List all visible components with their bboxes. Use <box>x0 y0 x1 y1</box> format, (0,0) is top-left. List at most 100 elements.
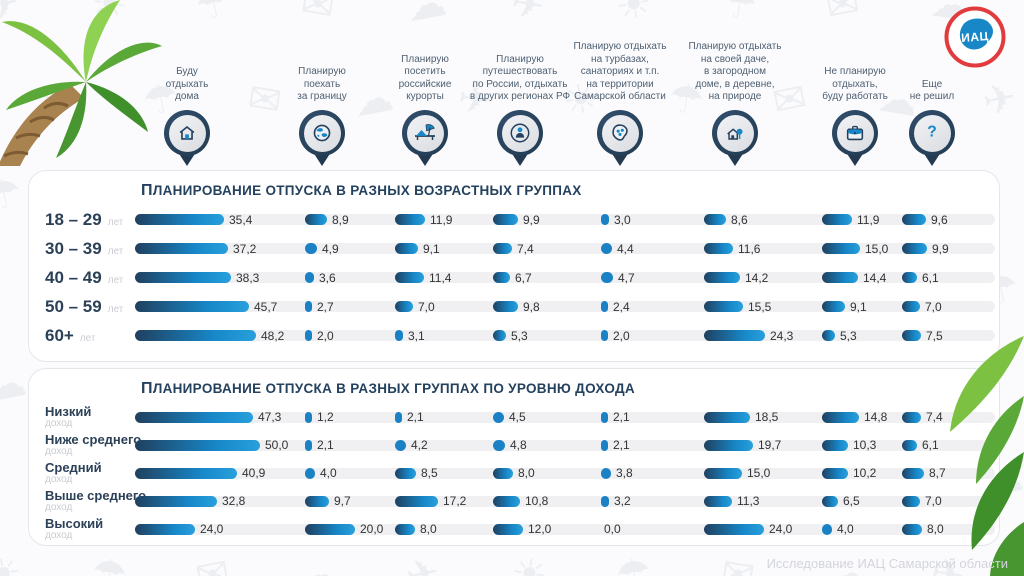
bar-cell: 11,4 <box>395 271 493 285</box>
bar-value: 7,4 <box>926 410 943 424</box>
bar-value: 4,2 <box>411 438 428 452</box>
bar-cell: 8,7 <box>902 466 995 480</box>
bar-value: 9,6 <box>931 212 948 227</box>
pattern-cloud-icon: ☁ <box>0 359 30 411</box>
bar-cell: 4,0 <box>305 466 395 480</box>
bar-cell: 10,2 <box>822 466 902 480</box>
bar-cell: 18,5 <box>704 410 822 424</box>
bar-cell: 2,1 <box>305 438 395 452</box>
bar <box>135 301 249 312</box>
bar <box>704 272 740 283</box>
bar-value: 5,3 <box>511 328 528 343</box>
header-label: Не планирую отдыхать, буду работать <box>822 66 888 103</box>
bar-value: 19,7 <box>758 438 782 452</box>
bar <box>601 411 608 423</box>
row-label: 50 – 59 лет <box>35 297 135 317</box>
table-row: Выше среднего доход 32,8 9,7 17,2 10,8 3,2 11,3… <box>35 487 999 515</box>
bar-value: 2,7 <box>317 299 334 314</box>
bar <box>902 523 922 535</box>
bar <box>601 272 613 283</box>
bar-value: 1,2 <box>317 410 334 424</box>
row-label-unit: доход <box>45 502 73 514</box>
bar <box>601 439 608 451</box>
bar-cell: 3,8 <box>601 466 704 480</box>
credit-text: Исследование ИАЦ Самарской области <box>766 556 1008 571</box>
bar <box>704 330 765 341</box>
bar <box>395 495 438 507</box>
bar <box>493 523 523 535</box>
header-label: Еще не решил <box>909 78 955 103</box>
bar-value: 11,9 <box>857 212 880 227</box>
bar-cell: 7,0 <box>902 300 995 314</box>
bar-cell: 8,6 <box>704 212 822 227</box>
bar-value: 8,0 <box>420 522 437 536</box>
traveler-icon <box>509 122 531 144</box>
bar-value: 4,9 <box>322 241 339 256</box>
pin-inner-circle <box>836 114 874 152</box>
bar-cell: 14,8 <box>822 410 902 424</box>
bar-cell: 4,4 <box>601 241 704 256</box>
pin-inner-circle <box>716 114 754 152</box>
age-rows: 18 – 29 лет 35,4 8,9 11,9 9,9 3,0 8,6 11,9 9,6 30 … <box>35 205 999 350</box>
header-column-6: Планирую отдыхать на своей даче, в загор… <box>688 0 821 170</box>
bar-cell: 9,1 <box>395 242 493 256</box>
header-column-8: Еще не решил? <box>901 0 994 170</box>
bar <box>902 214 926 225</box>
bar-cell: 3,6 <box>305 271 395 285</box>
header-label: Планирую отдыхать на своей даче, в загор… <box>688 41 782 103</box>
bar <box>902 301 920 312</box>
bar <box>493 411 504 423</box>
bar <box>493 243 512 254</box>
bar <box>493 439 505 451</box>
bar-value: 4,8 <box>510 438 527 452</box>
row-label: 18 – 29 лет <box>35 210 135 230</box>
bar-cell: 7,0 <box>902 494 995 508</box>
bar-value: 9,8 <box>523 299 540 314</box>
bar-cell: 7,0 <box>395 300 493 314</box>
bar <box>704 467 742 479</box>
table-row: 18 – 29 лет 35,4 8,9 11,9 9,9 3,0 8,6 11,9 9,6 <box>35 205 999 234</box>
bar-value: 8,0 <box>927 522 944 536</box>
bar-cell: 7,4 <box>902 410 995 424</box>
bar-value: 8,6 <box>731 212 748 227</box>
bar-cell: 35,4 <box>135 213 305 227</box>
bar-value: 9,7 <box>334 494 351 508</box>
bar-value: 12,0 <box>528 522 552 536</box>
bar-value: 4,4 <box>617 241 634 256</box>
bar <box>493 301 518 312</box>
bar-value: 17,2 <box>443 494 467 508</box>
country-house-icon <box>723 122 747 144</box>
bar <box>704 411 750 423</box>
row-label-text: Низкий <box>45 403 92 419</box>
bar-cell: 47,3 <box>135 410 305 424</box>
income-panel-title: Планирование отпуска в разных группах по… <box>141 380 635 397</box>
bar-cell: 1,2 <box>305 410 395 424</box>
bar <box>704 439 753 451</box>
bar-cell: 24,0 <box>135 522 305 536</box>
pattern-envelope-icon: ✉ <box>717 550 758 576</box>
question-icon: ? <box>921 122 943 144</box>
row-label: Выше среднего доход <box>35 489 146 514</box>
bar-cell: 4,8 <box>493 438 601 452</box>
pattern-umbrella-icon: ☂ <box>87 550 131 576</box>
bar <box>395 243 418 254</box>
row-label-unit: лет <box>107 303 124 315</box>
bar <box>822 214 852 225</box>
bar-value: 6,1 <box>922 438 939 452</box>
header-column-5: Планирую отдыхать на турбазах, санатория… <box>573 0 703 170</box>
bar-cell: 10,8 <box>493 494 601 508</box>
bar-value: 2,1 <box>613 438 630 452</box>
header-label: Планирую поехать за границу <box>297 66 347 103</box>
row-label-text: Высокий <box>45 515 104 531</box>
header-label: Буду отдыхать дома <box>165 66 209 103</box>
bar-value: 2,0 <box>613 328 630 343</box>
bar <box>822 243 860 254</box>
pin-bulb: ? <box>909 110 955 156</box>
bar-value: 2,0 <box>317 328 334 343</box>
bar-value: 8,9 <box>332 212 349 227</box>
pin-bulb <box>832 110 878 156</box>
bar-value: 3,1 <box>408 328 425 343</box>
header-label: Планирую путешествовать по России, отдых… <box>469 53 571 103</box>
bar-value: 6,5 <box>843 494 860 508</box>
bar-cell: 12,0 <box>493 522 601 536</box>
